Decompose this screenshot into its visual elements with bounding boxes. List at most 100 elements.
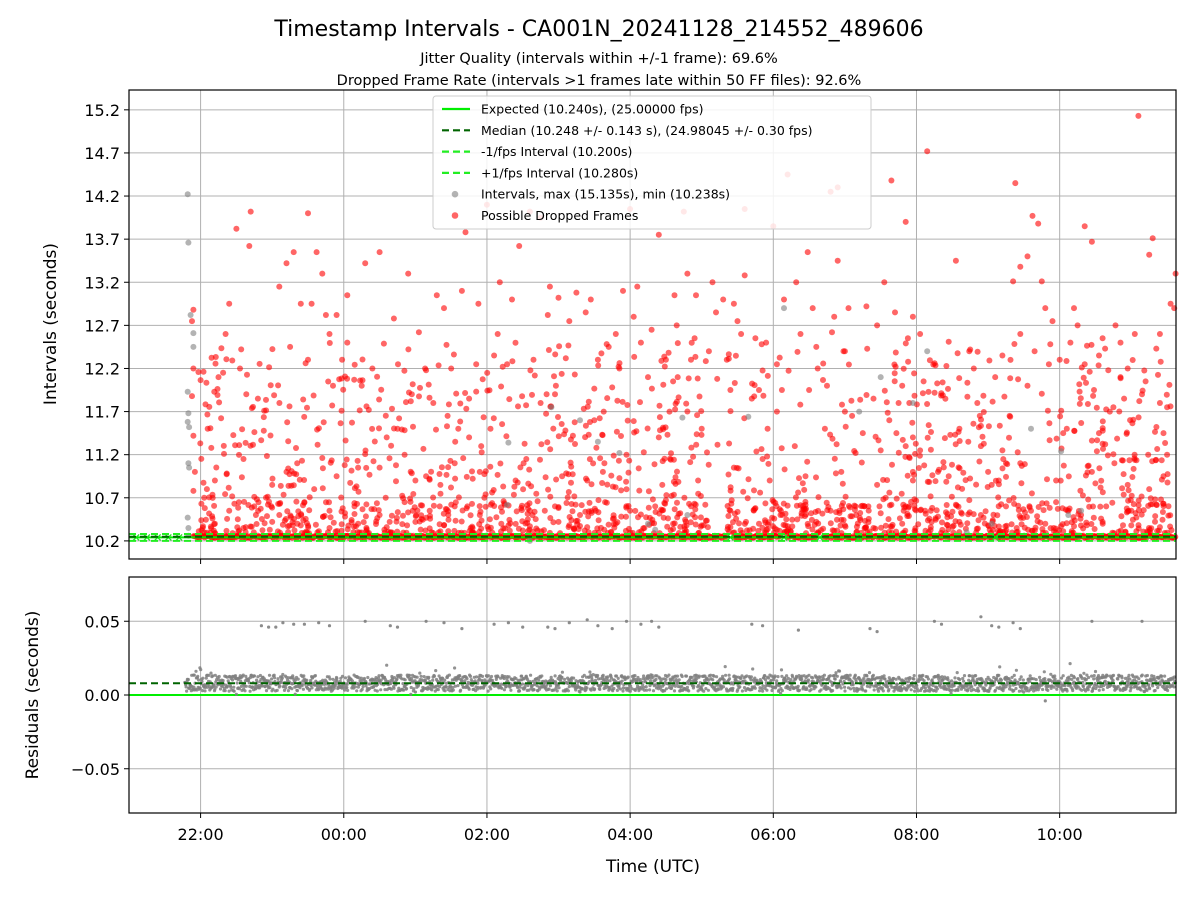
interval-point xyxy=(1078,507,1085,514)
dropped-frame-point xyxy=(1060,430,1067,437)
dropped-frame-point xyxy=(1071,305,1077,312)
dropped-frame-point xyxy=(294,460,301,467)
dropped-frame-point xyxy=(1123,430,1130,437)
dropped-frame-point xyxy=(1078,420,1085,426)
residual-point xyxy=(286,689,290,693)
dropped-frame-point xyxy=(1038,390,1045,397)
residual-point xyxy=(346,688,350,693)
dropped-frame-point xyxy=(209,491,216,498)
residual-point xyxy=(706,688,711,692)
residual-point xyxy=(915,684,919,688)
dropped-frame-point xyxy=(1164,404,1171,411)
dropped-frame-point xyxy=(941,435,948,442)
dropped-frame-point xyxy=(1145,451,1152,458)
dropped-frame-point xyxy=(525,480,532,487)
dropped-frame-point xyxy=(319,455,326,461)
residual-point xyxy=(935,687,940,691)
dropped-frame-point xyxy=(1034,513,1041,520)
dropped-frame-point xyxy=(670,520,677,527)
residual-point xyxy=(608,687,612,691)
dropped-frame-point xyxy=(1053,477,1060,484)
dropped-frame-point xyxy=(600,408,607,415)
dropped-frame-point xyxy=(235,504,242,511)
dropped-frame-point xyxy=(386,518,393,525)
dropped-frame-point xyxy=(1165,503,1172,510)
dropped-frame-point xyxy=(448,365,455,372)
dropped-frame-point xyxy=(926,479,933,485)
dropped-frame-point xyxy=(348,467,355,474)
dropped-frame-point xyxy=(330,519,337,526)
residual-point xyxy=(764,678,768,682)
dropped-frame-point xyxy=(279,521,286,528)
dropped-frame-point xyxy=(763,339,770,346)
dropped-frame-point xyxy=(437,481,444,488)
dropped-frame-point xyxy=(924,401,931,407)
residual-point xyxy=(272,673,276,677)
residual-point xyxy=(800,677,804,681)
dropped-frame-point xyxy=(419,502,426,509)
residual-point xyxy=(309,678,313,683)
residual-point xyxy=(520,682,525,686)
dropped-frame-point xyxy=(435,362,442,369)
dropped-frame-point xyxy=(297,522,304,529)
dropped-frame-point xyxy=(198,500,205,507)
dropped-frame-point xyxy=(440,510,447,517)
dropped-frame-point xyxy=(284,419,291,426)
dropped-frame-point xyxy=(942,395,949,402)
dropped-frame-point xyxy=(682,516,689,523)
dropped-frame-point xyxy=(240,525,247,531)
residual-point xyxy=(227,689,231,693)
dropped-frame-point xyxy=(479,376,486,383)
dropped-frame-point xyxy=(840,500,846,506)
dropped-frame-point xyxy=(386,455,393,462)
dropped-frame-point xyxy=(834,257,841,264)
dropped-frame-point xyxy=(311,486,318,493)
residual-point xyxy=(596,673,600,678)
dropped-frame-point xyxy=(1102,441,1109,448)
dropped-frame-point xyxy=(1024,253,1031,260)
dropped-frame-point xyxy=(899,382,906,389)
residual-point xyxy=(500,686,504,690)
residual-point xyxy=(849,687,853,691)
dropped-frame-point xyxy=(652,503,659,510)
dropped-frame-point xyxy=(727,507,734,514)
dropped-frame-point xyxy=(756,520,762,527)
dropped-frame-point xyxy=(416,393,422,400)
dropped-frame-point xyxy=(819,510,826,517)
residual-point xyxy=(372,684,376,688)
residual-point xyxy=(204,676,208,680)
residual-point xyxy=(979,684,983,688)
dropped-frame-point xyxy=(637,399,643,406)
dropped-frame-point xyxy=(667,456,674,463)
dropped-frame-point xyxy=(1153,345,1160,352)
dropped-frame-point xyxy=(601,460,608,467)
residual-point xyxy=(540,674,544,678)
residual-point xyxy=(547,687,551,691)
residual-point xyxy=(404,687,409,691)
dropped-frame-point xyxy=(420,445,427,452)
dropped-frame-point xyxy=(1057,413,1064,420)
dropped-frame-point xyxy=(401,451,408,458)
interval-point xyxy=(187,312,194,318)
dropped-frame-point xyxy=(376,396,383,403)
dropped-frame-point xyxy=(519,393,526,400)
dropped-frame-point xyxy=(1046,420,1053,427)
dropped-frame-point xyxy=(275,382,282,389)
dropped-frame-point xyxy=(1131,331,1138,337)
residual-point xyxy=(680,674,684,679)
dropped-frame-point xyxy=(648,326,655,333)
dropped-frame-point xyxy=(720,296,727,303)
residual-point xyxy=(775,679,779,683)
dropped-frame-point xyxy=(213,464,220,471)
dropped-frame-point xyxy=(1167,300,1174,307)
dropped-frame-point xyxy=(771,525,778,532)
dropped-frame-point xyxy=(258,437,265,444)
dropped-frame-point xyxy=(517,464,524,471)
residual-point xyxy=(221,679,225,683)
residual-point xyxy=(735,679,739,683)
dropped-frame-point xyxy=(195,369,202,375)
dropped-frame-point xyxy=(839,480,846,487)
interval-point xyxy=(684,512,691,518)
dropped-frame-point xyxy=(760,392,767,399)
residual-point xyxy=(296,677,300,681)
